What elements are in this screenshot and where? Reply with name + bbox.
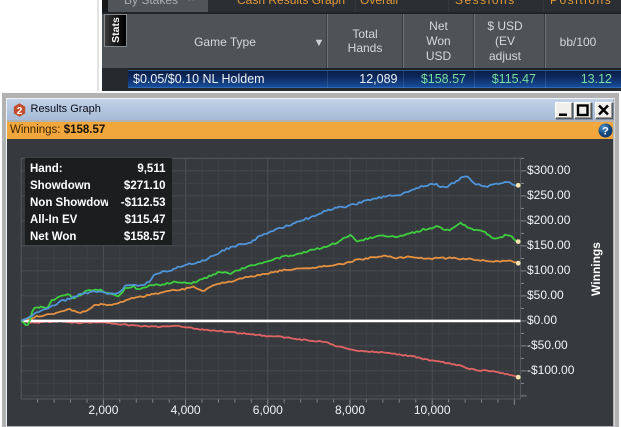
svg-text:?: ?: [602, 126, 609, 138]
svg-text:2: 2: [16, 106, 22, 117]
